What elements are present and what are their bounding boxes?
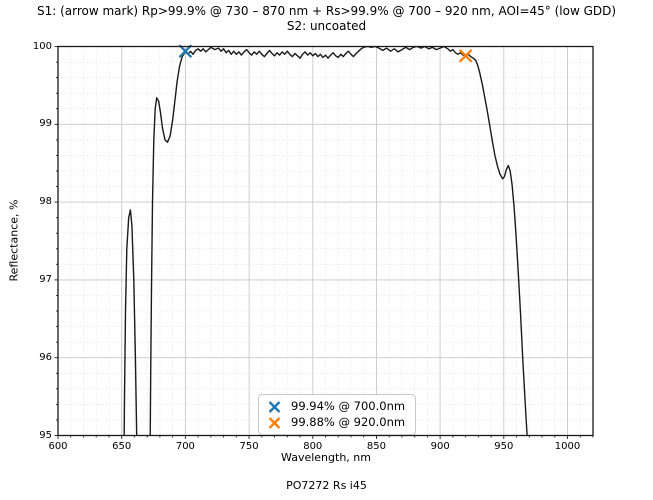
marker-920nm-x-icon: [458, 49, 473, 63]
legend-marker-x-icon-orange: [268, 416, 281, 429]
plot-border: [57, 45, 594, 437]
marker-700nm-x-icon: [178, 44, 193, 58]
legend-entry: 99.88% @ 920.0nm: [267, 415, 405, 430]
x-tick-label: 950: [494, 440, 514, 452]
y-tick-label: 100: [32, 40, 52, 52]
y-tick-label: 98: [39, 196, 52, 208]
x-tick-label: 600: [48, 440, 68, 452]
x-axis-label: Wavelength, nm: [281, 451, 371, 464]
x-tick-label: 700: [175, 440, 195, 452]
legend-entry-label: 99.88% @ 920.0nm: [291, 415, 406, 429]
legend-entry: 99.94% @ 700.0nm: [267, 399, 405, 414]
legend-entry-label: 99.94% @ 700.0nm: [291, 399, 406, 413]
y-axis-label: Reflectance, %: [7, 199, 21, 282]
y-tick-label: 96: [39, 351, 52, 363]
legend-marker-x-icon-blue: [268, 400, 281, 413]
y-tick-label: 95: [39, 429, 52, 441]
y-tick-label: 99: [39, 118, 52, 130]
x-tick-label: 750: [239, 440, 259, 452]
y-tick-label: 97: [39, 273, 52, 285]
x-tick-label: 800: [303, 440, 323, 452]
chart-title: S1: (arrow mark) Rp>99.9% @ 730 – 870 nm…: [36, 4, 617, 18]
reflectance-curve: [123, 46, 528, 436]
x-tick-label: 850: [366, 440, 386, 452]
x-tick-label: 900: [430, 440, 450, 452]
chart-caption: PO7272 Rs i45: [286, 479, 367, 492]
legend: 99.94% @ 700.0nm 99.88% @ 920.0nm: [258, 394, 417, 435]
x-tick-label: 650: [112, 440, 132, 452]
chart-subtitle: S2: uncoated: [286, 19, 367, 33]
minor-gridlines: [58, 46, 594, 436]
x-tick-label: 1000: [554, 440, 581, 452]
